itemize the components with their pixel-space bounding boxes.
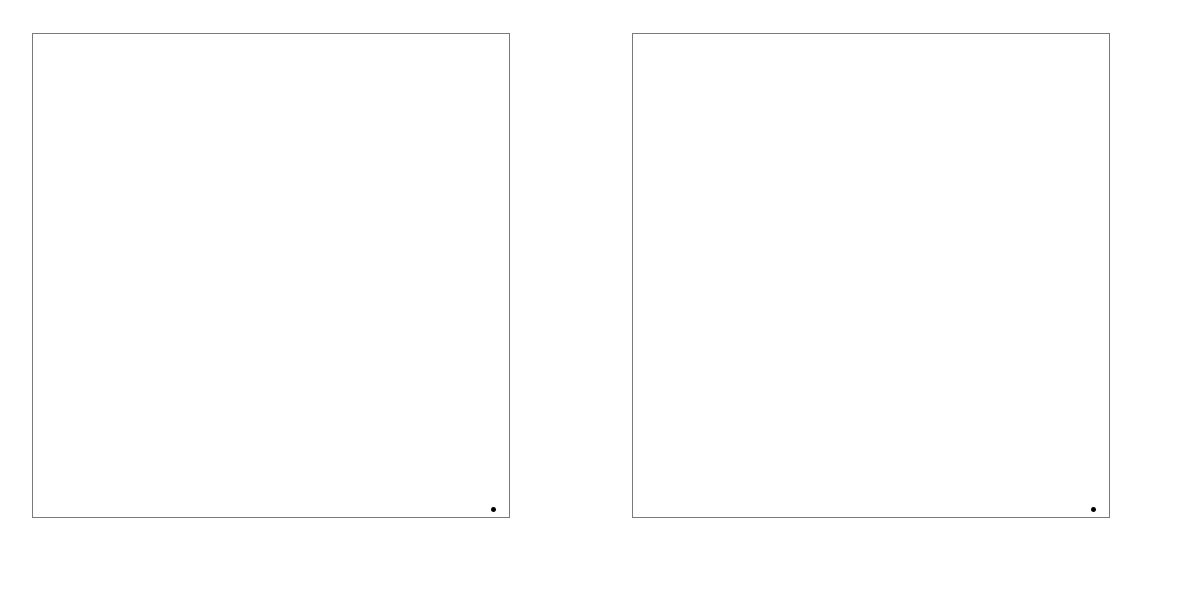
bias-aqs-points [633,34,1109,517]
model-map-frame [32,33,510,518]
model-aqs-points [33,34,509,517]
aqs-marker-icon [491,507,496,512]
model-raster-field [33,34,509,517]
bias-map-frame [632,33,1110,518]
panel-model [32,33,510,518]
model-aqs-legend [491,507,501,512]
panel-bias [600,0,1200,600]
bias-aqs-legend [1091,507,1101,512]
aqs-marker-icon [1091,507,1096,512]
